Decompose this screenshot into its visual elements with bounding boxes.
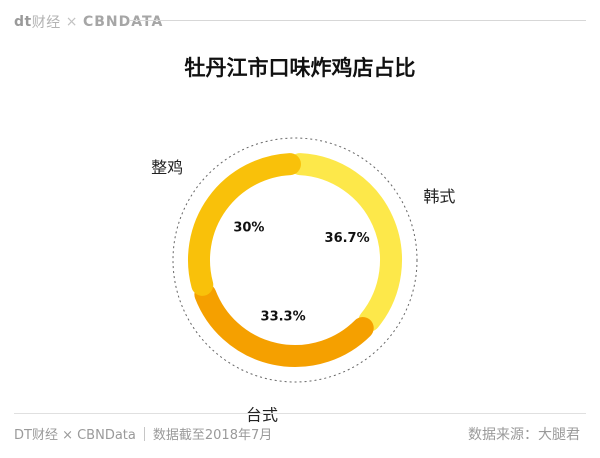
cbndata-logo: CBNDATA <box>82 14 164 30</box>
footer: DT财经 × CBNData 数据截至2018年7月 <box>14 424 272 443</box>
donut-slice-3 <box>188 153 301 296</box>
footer-separator <box>143 426 145 441</box>
watermark: 数据来源：大腿君 <box>468 427 580 443</box>
slice-value-label-2: 33.3% <box>261 310 306 325</box>
slice-category-label-2: 台式 <box>246 406 278 425</box>
header-divider <box>130 20 586 21</box>
dt-logo: dt <box>14 14 32 30</box>
header-brand: dt 财经 × CBNDATA <box>14 12 163 32</box>
brand-cn: 财经 <box>31 15 61 31</box>
footer-note: 数据截至2018年7月 <box>152 428 273 443</box>
footer-divider <box>14 413 586 414</box>
footer-source: DT财经 × CBNData <box>14 428 136 443</box>
donut-slice-2 <box>194 283 374 367</box>
slice-value-label-3: 30% <box>233 220 264 235</box>
brand-separator: × <box>65 14 78 30</box>
donut-slice-1 <box>289 153 402 332</box>
chart-title: 牡丹江市口味炸鸡店占比 <box>184 56 416 80</box>
slice-category-label-3: 整鸡 <box>151 158 183 177</box>
outer-dotted-ring <box>172 137 418 383</box>
slice-value-label-1: 36.7% <box>325 231 370 246</box>
slice-category-label-1: 韩式 <box>423 187 455 206</box>
